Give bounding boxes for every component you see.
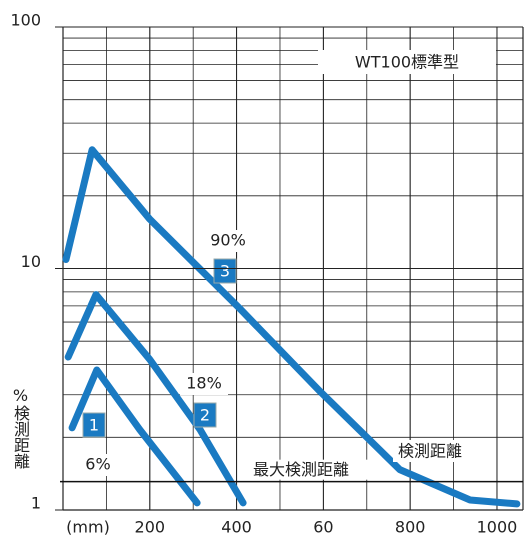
label-box	[74, 454, 122, 476]
annotation: 最大検測距離	[253, 460, 349, 479]
badge	[82, 412, 106, 438]
badge-label: 2	[200, 406, 210, 425]
series-name: 90%	[210, 231, 246, 250]
x-tick-label: 800	[395, 518, 426, 537]
x-tick-label: 60	[313, 518, 333, 537]
y-tick-label: 100	[10, 11, 41, 30]
x-tick-label: 400	[221, 518, 252, 537]
title-box	[318, 50, 496, 74]
x-axis-label: (mm)	[66, 518, 110, 537]
y-tick-label: 10	[21, 252, 41, 271]
chart-title: WT100標準型	[355, 53, 459, 72]
label-box	[180, 373, 228, 395]
y-axis-label: %検測距離	[11, 386, 30, 469]
series-line	[68, 366, 201, 507]
series-line	[62, 146, 521, 508]
series-name: 6%	[85, 455, 110, 474]
annotation: 検測距離	[398, 442, 462, 461]
series-line	[64, 291, 247, 507]
series-name: 18%	[186, 374, 222, 393]
x-tick-label: 1000	[477, 518, 518, 537]
badge-label: 1	[89, 416, 99, 435]
x-tick-label: 200	[135, 518, 166, 537]
badge	[193, 402, 217, 428]
label-box	[204, 230, 252, 252]
badge-label: 3	[220, 262, 230, 281]
badge	[213, 258, 237, 284]
annotation-box	[250, 459, 382, 480]
annotation-box	[393, 440, 489, 462]
y-tick-label: 1	[31, 494, 41, 513]
